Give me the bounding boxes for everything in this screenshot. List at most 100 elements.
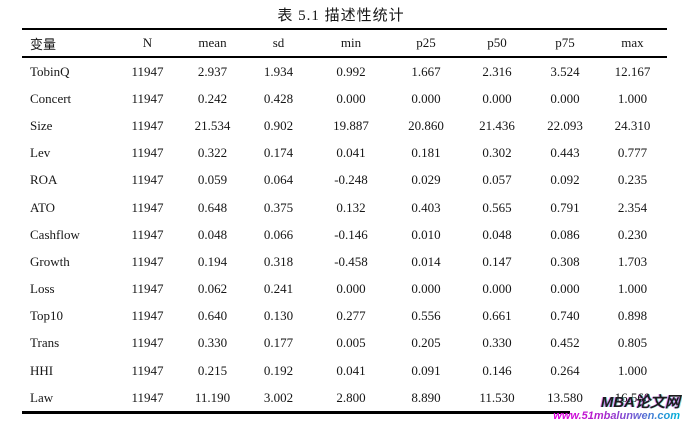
column-header-min: min: [312, 29, 390, 58]
variable-name-cell: HHI: [30, 362, 54, 378]
table-row-concert: Concert 11947 0.242 0.428 0.000 0.000 0.000 0.0…: [22, 85, 667, 112]
column-header-p25: p25: [390, 29, 462, 58]
value-cell: 0.556: [411, 308, 441, 324]
value-cell: 21.534: [194, 117, 231, 133]
column-header-: 变量: [22, 29, 115, 58]
value-cell: 0.791: [550, 199, 580, 215]
value-cell: 0.000: [336, 90, 366, 106]
value-cell: 0.181: [411, 145, 441, 161]
column-header-mean: mean: [180, 29, 245, 58]
value-cell: 0.241: [263, 281, 294, 297]
value-cell: 0.130: [263, 308, 294, 324]
value-cell: 0.041: [336, 145, 366, 161]
value-cell: 16.560: [614, 389, 651, 405]
value-cell: 0.057: [482, 172, 512, 188]
value-cell: 3.002: [263, 389, 294, 405]
value-cell: 0.428: [263, 90, 294, 106]
value-cell: 11947: [131, 63, 164, 79]
table-row-lev: Lev 11947 0.322 0.174 0.041 0.181 0.302 0.443 0.…: [22, 140, 667, 167]
value-cell: 0.318: [263, 253, 294, 269]
variable-name-cell: ROA: [30, 172, 58, 188]
value-cell: 20.860: [408, 117, 444, 133]
value-cell: 8.890: [411, 389, 441, 405]
value-cell: 0.777: [617, 145, 648, 161]
value-cell: 11947: [131, 389, 164, 405]
value-cell: 0.740: [550, 308, 580, 324]
value-cell: 12.167: [614, 63, 651, 79]
value-cell: 0.000: [411, 281, 441, 297]
value-cell: 0.375: [263, 199, 294, 215]
value-cell: 0.059: [197, 172, 228, 188]
value-cell: 0.640: [197, 308, 228, 324]
value-cell: 0.264: [550, 362, 580, 378]
value-cell: 2.937: [197, 63, 228, 79]
value-cell: 0.308: [550, 253, 580, 269]
column-header-p75: p75: [532, 29, 598, 58]
value-cell: 11947: [131, 172, 164, 188]
value-cell: 0.000: [411, 90, 441, 106]
table-row-tobinq: TobinQ 11947 2.937 1.934 0.992 1.667 2.316 3.52…: [22, 57, 667, 85]
value-cell: 0.661: [482, 308, 512, 324]
value-cell: 19.887: [333, 117, 369, 133]
value-cell: 0.330: [482, 335, 512, 351]
value-cell: 0.805: [617, 335, 648, 351]
value-cell: 11947: [131, 226, 164, 242]
value-cell: 0.000: [550, 281, 580, 297]
value-cell: 0.565: [482, 199, 512, 215]
table-row-cashflow: Cashflow 11947 0.048 0.066 -0.146 0.010 0.048 0…: [22, 221, 667, 248]
variable-name-cell: Loss: [30, 281, 55, 297]
column-header-p50: p50: [462, 29, 532, 58]
value-cell: 24.310: [614, 117, 651, 133]
value-cell: 0.041: [336, 362, 366, 378]
value-cell: 0.205: [411, 335, 441, 351]
value-cell: 0.302: [482, 145, 512, 161]
value-cell: 0.452: [550, 335, 580, 351]
value-cell: -0.248: [334, 172, 368, 188]
variable-name-cell: Size: [30, 117, 53, 133]
value-cell: 22.093: [547, 117, 583, 133]
value-cell: 0.091: [411, 362, 441, 378]
variable-name-cell: Trans: [30, 335, 60, 351]
column-header-sd: sd: [245, 29, 312, 58]
value-cell: 0.005: [336, 335, 366, 351]
variable-name-cell: Lev: [30, 145, 51, 161]
value-cell: 0.000: [336, 281, 366, 297]
table-row-ato: ATO 11947 0.648 0.375 0.132 0.403 0.565 0.791 2.…: [22, 194, 667, 221]
value-cell: -0.146: [334, 226, 368, 242]
value-cell: 0.322: [197, 145, 228, 161]
value-cell: 1.703: [617, 253, 648, 269]
value-cell: 21.436: [479, 117, 515, 133]
value-cell: 0.010: [411, 226, 441, 242]
variable-name-cell: Cashflow: [30, 226, 80, 242]
value-cell: 0.443: [550, 145, 580, 161]
value-cell: 0.215: [197, 362, 228, 378]
table-row-roa: ROA 11947 0.059 0.064 -0.248 0.029 0.057 0.092 0…: [22, 167, 667, 194]
value-cell: 0.648: [197, 199, 228, 215]
value-cell: 0.177: [263, 335, 294, 351]
value-cell: 0.403: [411, 199, 441, 215]
value-cell: 13.580: [547, 389, 583, 405]
value-cell: 0.066: [263, 226, 294, 242]
variable-name-cell: TobinQ: [30, 63, 70, 79]
value-cell: 0.230: [617, 226, 648, 242]
value-cell: 0.064: [263, 172, 294, 188]
value-cell: 0.014: [411, 253, 441, 269]
value-cell: 0.132: [336, 199, 366, 215]
value-cell: 0.146: [482, 362, 512, 378]
value-cell: 0.902: [263, 117, 294, 133]
value-cell: 0.048: [482, 226, 512, 242]
value-cell: 11947: [131, 308, 164, 324]
table-row-loss: Loss 11947 0.062 0.241 0.000 0.000 0.000 0.000 1…: [22, 276, 667, 303]
value-cell: 0.192: [263, 362, 294, 378]
value-cell: 0.235: [617, 172, 648, 188]
value-cell: 0.092: [550, 172, 580, 188]
value-cell: 11947: [131, 253, 164, 269]
value-cell: 11947: [131, 335, 164, 351]
value-cell: 0.000: [482, 281, 512, 297]
value-cell: 11947: [131, 90, 164, 106]
value-cell: 0.898: [617, 308, 648, 324]
value-cell: 2.316: [482, 63, 512, 79]
